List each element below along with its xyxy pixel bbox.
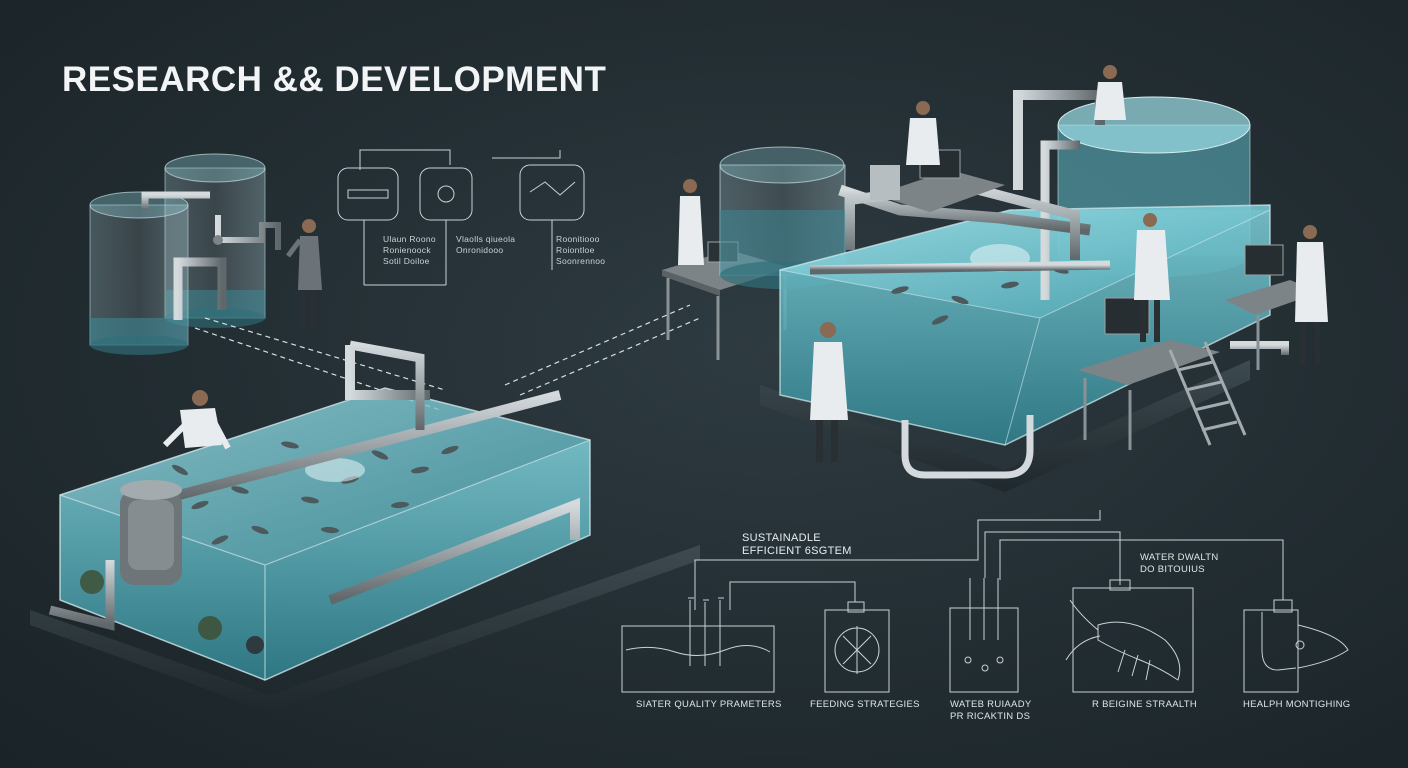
schematic-label: Vlaolls qiueola Onronidooo — [456, 234, 516, 255]
module-label-health: HEALPH MONTIGHING — [1243, 699, 1351, 710]
large-fish-tank — [30, 340, 700, 712]
cylinder-tanks — [89, 153, 281, 355]
bottom-schematic — [621, 510, 1349, 693]
researcher-figures — [678, 65, 1328, 462]
module-label-water-purity: WATEB RUIAADY PR RICAKTIN DS — [950, 699, 1032, 722]
module-label-breeding: R BEIGINE STRAALTH — [1092, 699, 1197, 710]
dashed-connectors — [194, 304, 701, 411]
schematic-label: Ulaun Roono Ronienoock Sotil Doiloe — [383, 234, 436, 266]
module-label-water-quality: SIATER QUALITY PRAMETERS — [636, 699, 782, 710]
schematic-label: Roonitiooo Roiontloe Soonrennoo — [556, 234, 606, 266]
top-schematic — [337, 149, 585, 286]
researcher-figure — [286, 219, 322, 328]
research-facility — [662, 90, 1320, 492]
system-label: SUSTAINADLE EFFICIENT 6SGTEM — [742, 532, 852, 557]
module-top-label: WATER DWALTN DO BITOUIUS — [1140, 552, 1219, 575]
module-label-feeding: FEEDING STRATEGIES — [810, 699, 920, 710]
researcher-figure — [162, 390, 231, 450]
page-title: RESEARCH && DEVELOPMENT — [62, 60, 607, 99]
